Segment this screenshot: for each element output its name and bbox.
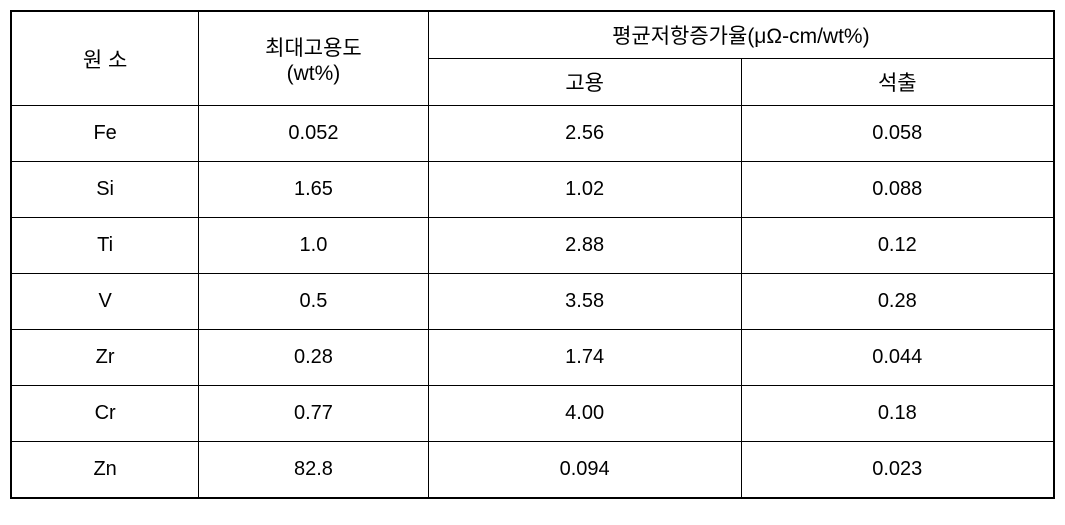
cell-max-solubility: 1.65 (199, 162, 428, 218)
cell-element: Si (11, 162, 199, 218)
cell-dissolved: 1.74 (428, 330, 741, 386)
header-dissolved: 고용 (428, 59, 741, 106)
cell-precipitated: 0.12 (741, 218, 1054, 274)
cell-max-solubility: 82.8 (199, 442, 428, 498)
header-element: 원 소 (11, 11, 199, 106)
cell-element: Zr (11, 330, 199, 386)
cell-max-solubility: 0.052 (199, 106, 428, 162)
cell-precipitated: 0.058 (741, 106, 1054, 162)
cell-precipitated: 0.023 (741, 442, 1054, 498)
header-row-1: 원 소 최대고용도 (wt%) 평균저항증가율(μΩ-cm/wt%) (11, 11, 1054, 59)
cell-precipitated: 0.28 (741, 274, 1054, 330)
cell-element: Zn (11, 442, 199, 498)
header-avg-resistance: 평균저항증가율(μΩ-cm/wt%) (428, 11, 1054, 59)
header-max-solubility-text: 최대고용도 (265, 37, 362, 60)
cell-element: V (11, 274, 199, 330)
table-body: Fe 0.052 2.56 0.058 Si 1.65 1.02 0.088 T… (11, 106, 1054, 498)
cell-max-solubility: 0.77 (199, 386, 428, 442)
table-row: Si 1.65 1.02 0.088 (11, 162, 1054, 218)
header-dissolved-text: 고용 (565, 72, 604, 95)
header-precipitated-text: 석출 (878, 72, 917, 95)
cell-dissolved: 0.094 (428, 442, 741, 498)
cell-max-solubility: 0.28 (199, 330, 428, 386)
header-max-solubility: 최대고용도 (wt%) (199, 11, 428, 106)
data-table-container: 원 소 최대고용도 (wt%) 평균저항증가율(μΩ-cm/wt%) 고용 석출 (10, 10, 1055, 499)
table-row: Zr 0.28 1.74 0.044 (11, 330, 1054, 386)
cell-precipitated: 0.044 (741, 330, 1054, 386)
table-row: Zn 82.8 0.094 0.023 (11, 442, 1054, 498)
header-precipitated: 석출 (741, 59, 1054, 106)
header-element-text: 원 소 (83, 49, 127, 72)
resistance-table: 원 소 최대고용도 (wt%) 평균저항증가율(μΩ-cm/wt%) 고용 석출 (10, 10, 1055, 499)
table-row: Fe 0.052 2.56 0.058 (11, 106, 1054, 162)
cell-element: Fe (11, 106, 199, 162)
cell-max-solubility: 1.0 (199, 218, 428, 274)
cell-dissolved: 2.56 (428, 106, 741, 162)
cell-dissolved: 4.00 (428, 386, 741, 442)
header-avg-resistance-text: 평균저항증가율(μΩ-cm/wt%) (612, 25, 870, 48)
cell-precipitated: 0.18 (741, 386, 1054, 442)
table-row: Ti 1.0 2.88 0.12 (11, 218, 1054, 274)
cell-dissolved: 3.58 (428, 274, 741, 330)
header-max-solubility-unit: (wt%) (287, 62, 341, 85)
cell-precipitated: 0.088 (741, 162, 1054, 218)
cell-max-solubility: 0.5 (199, 274, 428, 330)
cell-dissolved: 1.02 (428, 162, 741, 218)
cell-element: Ti (11, 218, 199, 274)
table-row: Cr 0.77 4.00 0.18 (11, 386, 1054, 442)
cell-dissolved: 2.88 (428, 218, 741, 274)
cell-element: Cr (11, 386, 199, 442)
table-row: V 0.5 3.58 0.28 (11, 274, 1054, 330)
